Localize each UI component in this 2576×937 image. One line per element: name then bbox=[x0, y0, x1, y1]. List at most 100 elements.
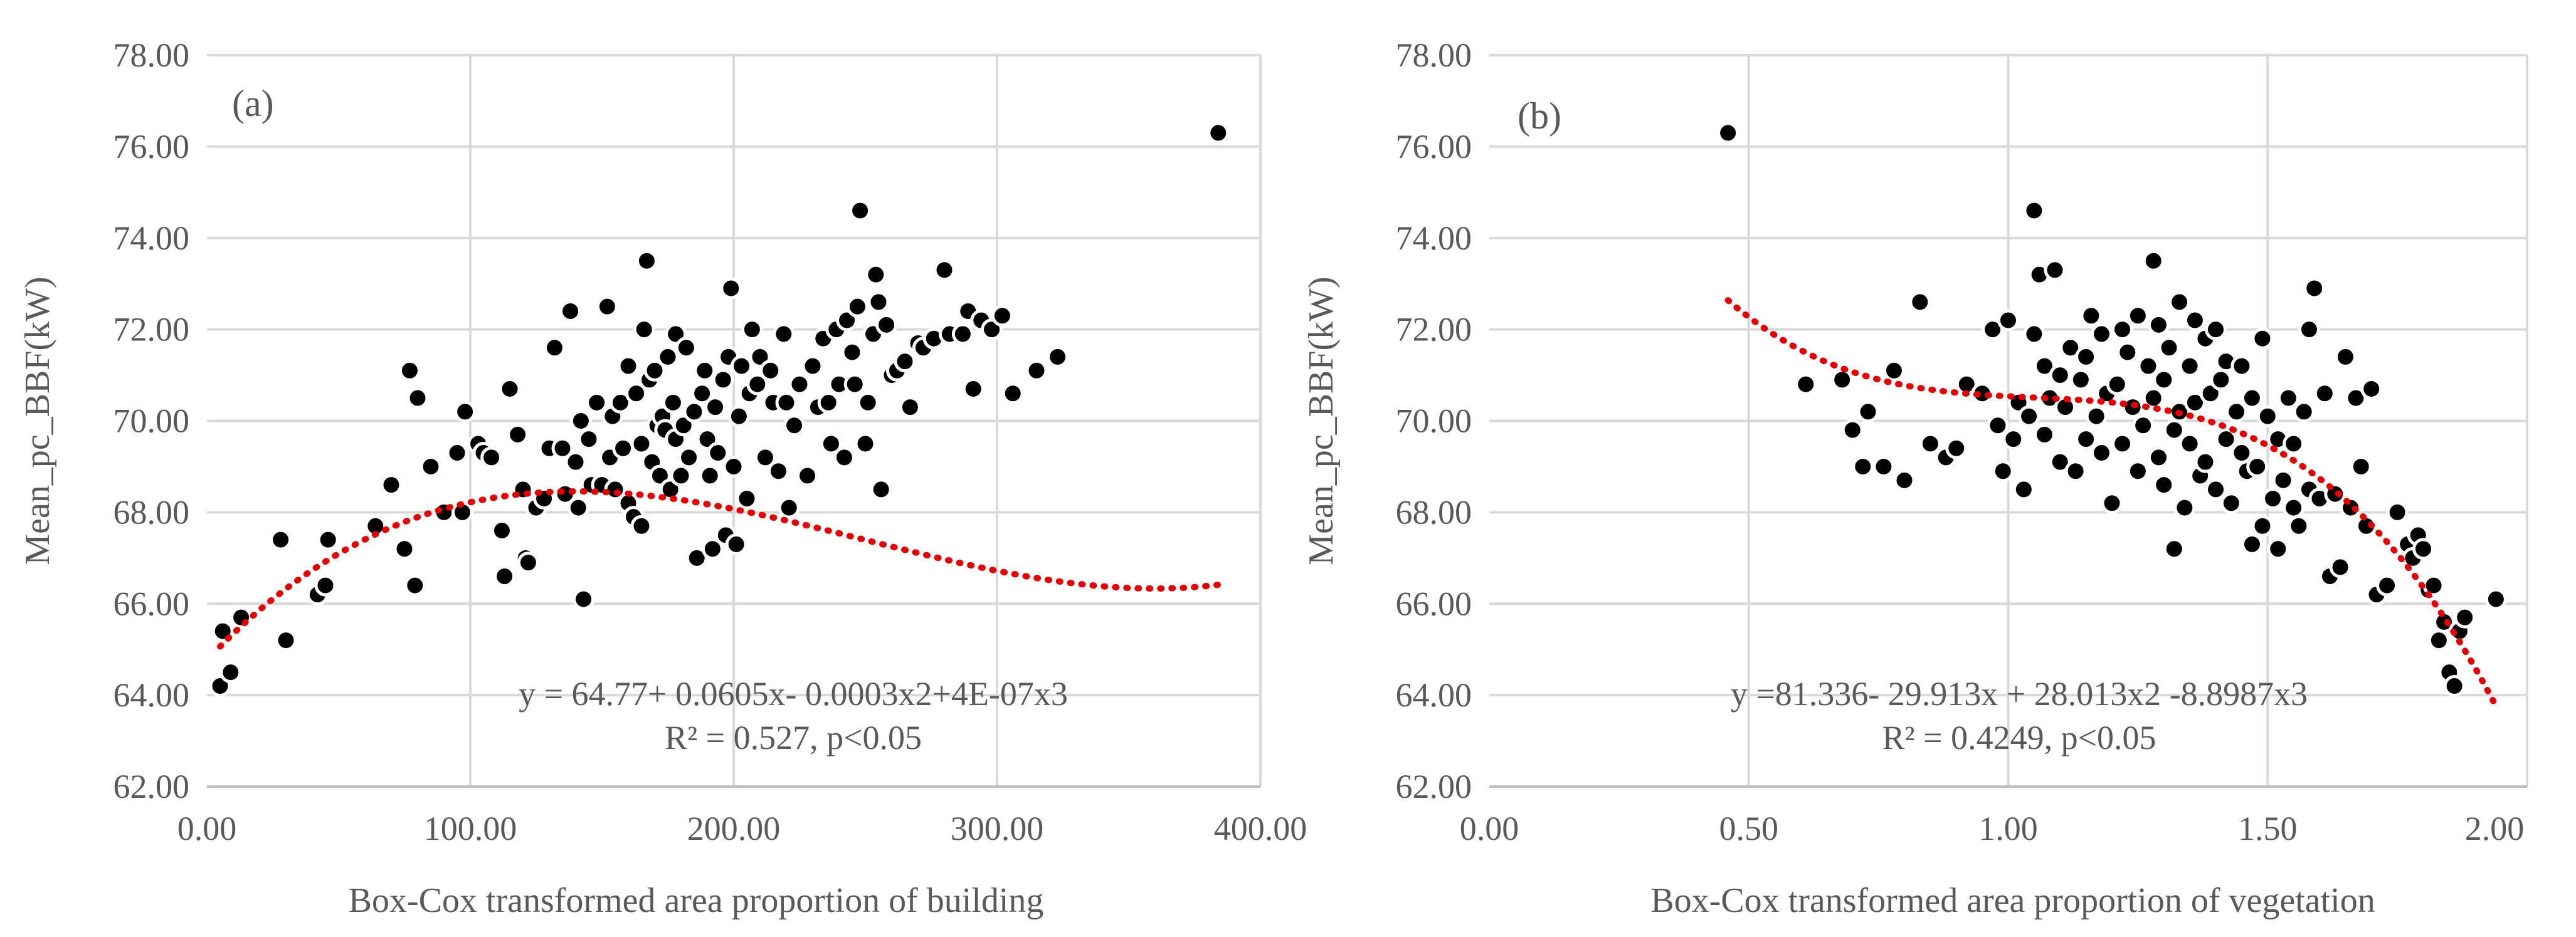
data-point bbox=[578, 428, 600, 451]
data-point bbox=[420, 455, 442, 478]
data-point bbox=[2484, 588, 2507, 610]
data-point bbox=[1872, 455, 1895, 478]
y-tick-label: 66.00 bbox=[1396, 585, 1472, 622]
data-point bbox=[865, 263, 887, 286]
y-tick-label: 76.00 bbox=[113, 128, 190, 165]
y-tick-label: 78.00 bbox=[113, 36, 190, 74]
data-point bbox=[612, 437, 635, 459]
data-point bbox=[2230, 442, 2253, 464]
data-point bbox=[2262, 487, 2284, 510]
data-point bbox=[767, 460, 789, 483]
data-point bbox=[480, 446, 503, 469]
data-point bbox=[841, 341, 863, 364]
data-point bbox=[2350, 455, 2372, 478]
data-point bbox=[1987, 414, 2009, 437]
data-point bbox=[2251, 515, 2274, 537]
data-point bbox=[2283, 496, 2305, 519]
data-point bbox=[2241, 533, 2263, 555]
y-tick-label: 66.00 bbox=[113, 585, 190, 622]
data-point bbox=[2049, 451, 2071, 473]
trendline-equation: y =81.336- 29.913x + 28.013x2 -8.8987x3 bbox=[1731, 675, 2308, 713]
data-point bbox=[2023, 199, 2045, 222]
data-point bbox=[712, 369, 734, 391]
data-point bbox=[1857, 400, 1879, 423]
data-point bbox=[2427, 629, 2450, 652]
data-point bbox=[2033, 355, 2056, 377]
data-point bbox=[219, 661, 242, 684]
y-tick-label: 64.00 bbox=[1396, 676, 1472, 714]
data-point bbox=[1882, 359, 1905, 382]
data-point bbox=[317, 528, 339, 551]
data-point bbox=[2044, 259, 2066, 281]
data-point bbox=[2178, 355, 2201, 377]
data-point bbox=[727, 405, 750, 427]
data-point bbox=[270, 528, 292, 551]
data-point bbox=[817, 391, 840, 414]
y-tick-label: 62.00 bbox=[1396, 768, 1472, 805]
x-axis-title: Box-Cox transformed area proportion of b… bbox=[349, 881, 1044, 920]
data-point bbox=[2345, 387, 2367, 409]
data-point bbox=[1893, 469, 1916, 491]
data-point bbox=[736, 487, 758, 510]
y-axis-title: Mean_pc_BBF(kW) bbox=[1302, 276, 1341, 565]
x-tick-label: 0.50 bbox=[1719, 810, 1779, 847]
data-point bbox=[962, 377, 984, 400]
data-point bbox=[722, 455, 745, 478]
data-point bbox=[1047, 345, 1069, 368]
data-point bbox=[775, 391, 798, 414]
data-point bbox=[609, 391, 631, 414]
data-point bbox=[2194, 451, 2217, 473]
data-point bbox=[857, 391, 879, 414]
data-point bbox=[2313, 382, 2336, 405]
data-point bbox=[2329, 556, 2352, 578]
chart-panel-b: 62.00 64.00 66.00 68.00 70.00 72.00 74.00 76.00… bbox=[1302, 36, 2528, 920]
data-point bbox=[849, 199, 872, 222]
data-point bbox=[1997, 309, 2019, 332]
data-point bbox=[2090, 442, 2113, 464]
data-point bbox=[617, 355, 640, 377]
data-point bbox=[507, 423, 529, 446]
data-point bbox=[2023, 323, 2045, 345]
data-point bbox=[2142, 249, 2165, 272]
data-point bbox=[494, 565, 516, 587]
data-point bbox=[741, 318, 763, 341]
data-point bbox=[643, 359, 666, 382]
data-point bbox=[2251, 327, 2274, 350]
y-tick-label: 74.00 bbox=[1396, 219, 1472, 257]
y-tick-label: 72.00 bbox=[1396, 311, 1472, 348]
x-tick-label: 1.50 bbox=[2238, 810, 2298, 847]
data-point bbox=[404, 574, 426, 597]
y-tick-label: 68.00 bbox=[113, 493, 190, 531]
y-tick-label: 64.00 bbox=[113, 676, 190, 714]
data-point bbox=[788, 373, 811, 395]
data-point bbox=[2288, 515, 2310, 537]
x-axis-title: Box-Cox transformed area proportion of v… bbox=[1650, 881, 2375, 920]
data-point bbox=[759, 359, 782, 382]
data-point bbox=[2376, 574, 2399, 597]
data-point bbox=[499, 377, 521, 400]
data-point bbox=[657, 345, 679, 368]
y-axis-title: Mean_pc_BBF(kW) bbox=[18, 276, 57, 565]
data-point bbox=[2303, 277, 2326, 300]
data-point bbox=[899, 396, 921, 419]
data-point bbox=[2147, 446, 2170, 469]
trendline-equation: y = 64.77+ 0.0605x- 0.0003x2+4E-07x3 bbox=[519, 675, 1068, 713]
data-point bbox=[694, 359, 716, 382]
r-squared-label: R² = 0.4249, p<0.05 bbox=[1882, 719, 2156, 756]
data-point bbox=[2126, 305, 2149, 327]
x-tick-label: 200.00 bbox=[687, 810, 781, 847]
data-point bbox=[951, 323, 974, 345]
data-point bbox=[2178, 432, 2201, 455]
data-point bbox=[796, 464, 819, 487]
x-tick-label: 0.00 bbox=[177, 810, 237, 847]
data-point bbox=[725, 533, 747, 555]
data-point bbox=[699, 464, 721, 487]
data-point bbox=[2256, 405, 2279, 427]
data-point bbox=[701, 538, 724, 560]
data-point bbox=[731, 355, 753, 377]
y-tick-label: 62.00 bbox=[113, 768, 190, 805]
data-point bbox=[2267, 538, 2289, 560]
chart-panel-a: 62.00 64.00 66.00 68.00 70.00 72.00 74.00 76.00… bbox=[18, 36, 1307, 920]
data-point bbox=[2230, 355, 2253, 377]
